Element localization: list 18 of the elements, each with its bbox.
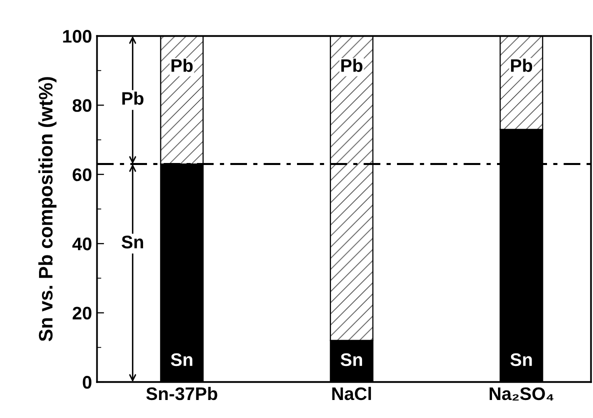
y-tick-label: 80	[72, 99, 92, 112]
x-tick-label: NaCl	[332, 386, 371, 400]
text: Sn	[170, 353, 192, 366]
annotation: Sn	[122, 236, 144, 248]
y-tick-label: 100	[63, 30, 92, 43]
y-tick-label: 0	[82, 376, 92, 389]
x-tick-label: Na₂SO₄	[490, 387, 554, 401]
series-label: Sn	[340, 353, 362, 366]
annotation: Pb	[122, 92, 144, 105]
x-tick-label: Sn-37Pb	[146, 386, 218, 400]
text: Sn	[510, 353, 532, 366]
text: Pb	[341, 58, 362, 72]
series-label: Pb	[511, 58, 532, 72]
y-tick-label: 20	[72, 306, 92, 320]
text: Pb	[172, 58, 193, 72]
y-tick-label: 60	[72, 168, 92, 182]
y-tick-label: 40	[72, 238, 92, 250]
y-axis-title: Sn vs. Pb composition (wt%)	[38, 77, 56, 342]
